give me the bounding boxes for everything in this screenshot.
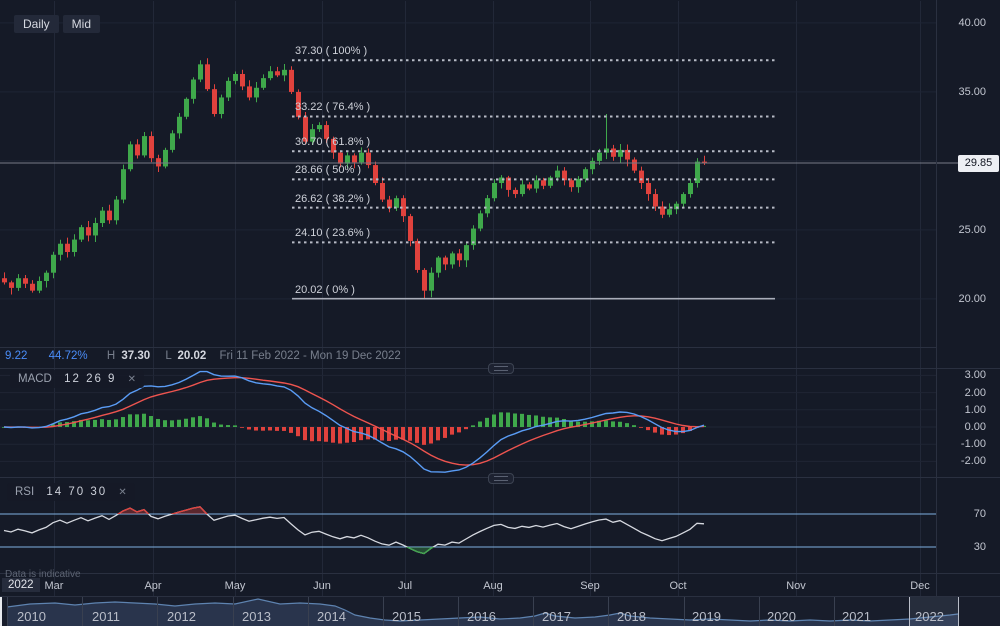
macd-axis-tick: -2.00	[960, 455, 986, 468]
fib-retracement[interactable]	[292, 59, 775, 300]
last-price-badge: 29.85	[958, 155, 999, 172]
interval-toolbar: Daily Mid	[14, 15, 101, 33]
macd-close-icon[interactable]: ✕	[127, 374, 137, 385]
interval-daily-button[interactable]: Daily	[14, 15, 59, 33]
time-axis-year-chip: 2022	[2, 578, 40, 592]
fib-level-label: 26.62 ( 38.2% )	[295, 192, 371, 205]
navigator-year: 2014	[317, 609, 346, 624]
time-axis-month: Dec	[910, 580, 930, 592]
macd-indicator-label: MACD 12 26 9 ✕	[10, 370, 145, 388]
price-axis-tick: 35.00	[958, 85, 986, 98]
fib-level-label: 33.22 ( 76.4% )	[295, 101, 371, 114]
fib-level-label: 20.02 ( 0% )	[295, 283, 355, 296]
rsi-name: RSI	[15, 486, 35, 498]
navigator-year: 2012	[167, 609, 196, 624]
price-axis-tick: 40.00	[958, 16, 986, 29]
macd-axis-tick: -1.00	[960, 438, 986, 451]
navigator-year: 2018	[617, 609, 646, 624]
rsi-params: 14 70 30	[46, 486, 108, 498]
price-source-mid-button[interactable]: Mid	[62, 15, 101, 33]
navigator-line	[6, 598, 959, 622]
macd-plot	[2, 370, 706, 473]
navigator-area	[7, 599, 958, 626]
rsi-close-icon[interactable]: ✕	[118, 487, 127, 498]
navigator-year: 2010	[17, 609, 46, 624]
price-axis-tick: 25.00	[958, 223, 986, 236]
rsi-pane-resize-handle[interactable]	[488, 473, 514, 484]
fib-level-label: 37.30 ( 100% )	[295, 45, 368, 58]
high-label: H	[106, 350, 116, 362]
navigator-selection-window[interactable]	[909, 597, 958, 626]
change-value: 9.22	[5, 350, 28, 362]
rsi-axis-tick: 70	[973, 508, 986, 520]
time-axis-month: Apr	[144, 580, 162, 592]
navigator-year: 2020	[767, 609, 796, 624]
time-axis-month: May	[224, 580, 246, 592]
macd-axis-tick: 1.00	[964, 403, 986, 416]
navigator-year: 2013	[242, 609, 271, 624]
navigator-year: 2011	[92, 609, 120, 624]
fib-level-label: 28.66 ( 50% )	[295, 164, 362, 177]
macd-axis-tick: 0.00	[964, 421, 986, 433]
fib-level-label: 24.10 ( 23.6% )	[295, 227, 371, 240]
time-axis-month: Jul	[397, 580, 413, 592]
navigator-year: 2017	[542, 609, 571, 624]
date-range: Fri 11 Feb 2022 - Mon 19 Dec 2022	[219, 350, 401, 362]
macd-pane-resize-handle[interactable]	[488, 363, 514, 374]
data-indicative-note: Data is indicative	[5, 569, 81, 580]
low-value: 20.02	[177, 350, 207, 362]
navigator-year: 2016	[467, 609, 496, 624]
time-axis-month: Nov	[786, 580, 806, 592]
time-axis-month: Oct	[669, 580, 687, 592]
rsi-plot	[3, 506, 705, 555]
macd-name: MACD	[18, 373, 52, 385]
candlestick-series[interactable]	[2, 58, 707, 299]
macd-axis-tick: 2.00	[964, 386, 986, 399]
low-label: L	[165, 350, 172, 362]
macd-axis-tick: 3.00	[964, 369, 986, 382]
macd-params: 12 26 9	[64, 373, 117, 385]
rsi-indicator-label: RSI 14 70 30 ✕	[7, 483, 135, 501]
navigator-year: 2015	[392, 609, 421, 624]
navigator-year: 2021	[842, 609, 871, 624]
time-axis-month: Mar	[44, 580, 64, 592]
high-value: 37.30	[121, 350, 151, 362]
time-axis-month: Aug	[483, 580, 503, 592]
time-axis-month: Sep	[580, 580, 600, 592]
fib-level-label: 30.70 ( 61.8% )	[295, 136, 371, 149]
change-percent: 44.72%	[48, 350, 88, 362]
price-axis-tick: 20.00	[958, 292, 986, 305]
rsi-axis-tick: 30	[973, 541, 986, 553]
time-axis-month: Jun	[313, 580, 331, 592]
navigator-year: 2022	[915, 609, 944, 624]
navigator-year: 2019	[692, 609, 721, 624]
range-status-bar: 9.22 44.72% H 37.30 L 20.02 Fri 11 Feb 2…	[5, 350, 401, 362]
